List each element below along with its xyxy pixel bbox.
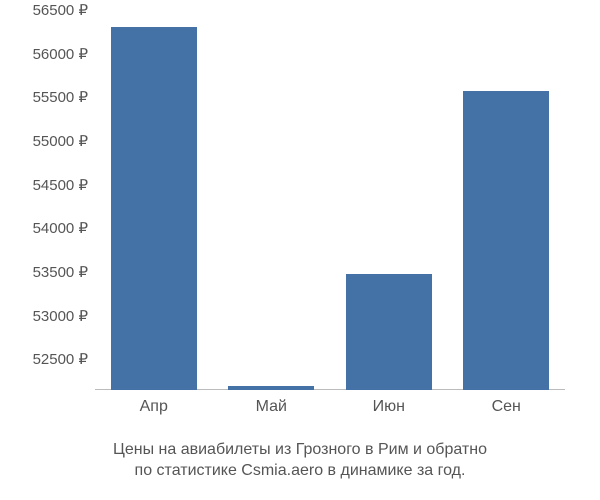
y-tick-label: 54000 ₽ [0,219,88,237]
x-tick-label: Сен [492,398,521,416]
y-tick-label: 55000 ₽ [0,132,88,150]
caption-line-1: Цены на авиабилеты из Грозного в Рим и о… [113,441,487,458]
y-tick-label: 52500 ₽ [0,350,88,368]
x-tick-label: Май [256,398,287,416]
y-tick-label: 54500 ₽ [0,176,88,194]
y-tick-label: 53500 ₽ [0,263,88,281]
bar [463,91,549,390]
bar [111,27,197,390]
x-tick-label: Июн [373,398,405,416]
bar [346,274,432,390]
chart-caption: Цены на авиабилеты из Грозного в Рим и о… [0,439,600,482]
plot-area: 52500 ₽53000 ₽53500 ₽54000 ₽54500 ₽55000… [95,10,565,390]
y-tick-label: 56000 ₽ [0,45,88,63]
y-tick-label: 53000 ₽ [0,307,88,325]
price-chart: 52500 ₽ 53000 ₽ 53500 ₽ 54000 ₽ 54500 ₽ 55000… [0,0,600,500]
bar [228,386,314,390]
y-tick-label: 56500 ₽ [0,1,88,19]
caption-line-2: по статистике Csmia.aero в динамике за г… [135,462,466,479]
y-tick-label: 55500 ₽ [0,88,88,106]
x-tick-label: Апр [140,398,168,416]
